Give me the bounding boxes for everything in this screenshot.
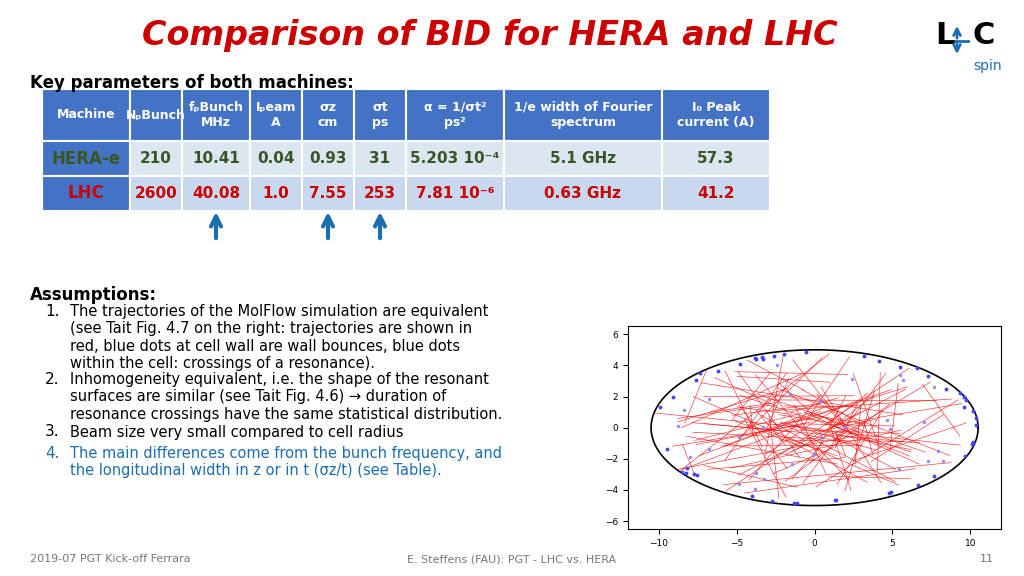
FancyBboxPatch shape	[354, 89, 406, 141]
FancyBboxPatch shape	[406, 176, 504, 211]
FancyBboxPatch shape	[182, 176, 250, 211]
Text: 3.: 3.	[45, 425, 59, 439]
Text: 0.93: 0.93	[309, 151, 347, 166]
Text: Machine: Machine	[56, 108, 116, 122]
Text: The trajectories of the MolFlow simulation are equivalent
(see Tait Fig. 4.7 on : The trajectories of the MolFlow simulati…	[70, 304, 488, 371]
FancyBboxPatch shape	[302, 141, 354, 176]
Text: NₚBunch: NₚBunch	[126, 108, 186, 122]
Text: fₚBunch
MHz: fₚBunch MHz	[188, 101, 244, 129]
FancyBboxPatch shape	[130, 141, 182, 176]
FancyBboxPatch shape	[130, 176, 182, 211]
FancyBboxPatch shape	[130, 89, 182, 141]
Text: α = 1/σt²
ps²: α = 1/σt² ps²	[424, 101, 486, 129]
Text: 4.: 4.	[45, 446, 59, 461]
Text: E. Steffens (FAU): PGT - LHC vs. HERA: E. Steffens (FAU): PGT - LHC vs. HERA	[408, 554, 616, 564]
FancyBboxPatch shape	[354, 141, 406, 176]
FancyBboxPatch shape	[302, 176, 354, 211]
Text: 57.3: 57.3	[697, 151, 735, 166]
Text: Inhomogeneity equivalent, i.e. the shape of the resonant
surfaces are similar (s: Inhomogeneity equivalent, i.e. the shape…	[70, 372, 503, 422]
Text: L: L	[935, 21, 954, 50]
FancyBboxPatch shape	[302, 89, 354, 141]
FancyBboxPatch shape	[406, 141, 504, 176]
Text: 31: 31	[370, 151, 390, 166]
FancyBboxPatch shape	[406, 89, 504, 141]
Text: 2.: 2.	[45, 372, 59, 387]
FancyBboxPatch shape	[250, 176, 302, 211]
Text: 1/e width of Fourier
spectrum: 1/e width of Fourier spectrum	[514, 101, 652, 129]
Text: 11: 11	[980, 554, 994, 564]
FancyBboxPatch shape	[182, 141, 250, 176]
Text: 1.0: 1.0	[262, 186, 290, 201]
Text: spin: spin	[973, 59, 1001, 73]
Text: HERA-e: HERA-e	[51, 150, 121, 168]
Text: 1.: 1.	[45, 304, 59, 319]
Text: 5.1 GHz: 5.1 GHz	[550, 151, 616, 166]
FancyBboxPatch shape	[504, 176, 662, 211]
Text: Comparison of BID for HERA and LHC: Comparison of BID for HERA and LHC	[142, 19, 838, 52]
FancyBboxPatch shape	[662, 89, 770, 141]
FancyBboxPatch shape	[662, 141, 770, 176]
Text: LHC: LHC	[68, 184, 104, 203]
Text: 7.55: 7.55	[309, 186, 347, 201]
FancyBboxPatch shape	[354, 176, 406, 211]
FancyBboxPatch shape	[504, 141, 662, 176]
Text: 210: 210	[140, 151, 172, 166]
Text: Key parameters of both machines:: Key parameters of both machines:	[30, 74, 353, 92]
FancyBboxPatch shape	[42, 141, 130, 176]
Text: Iₚeam
A: Iₚeam A	[256, 101, 296, 129]
Text: 253: 253	[364, 186, 396, 201]
Text: 10.41: 10.41	[193, 151, 240, 166]
FancyBboxPatch shape	[250, 89, 302, 141]
Text: 5.203 10⁻⁴: 5.203 10⁻⁴	[411, 151, 500, 166]
Text: C: C	[973, 21, 995, 50]
FancyBboxPatch shape	[662, 176, 770, 211]
Text: 0.04: 0.04	[257, 151, 295, 166]
Text: 2600: 2600	[134, 186, 177, 201]
FancyBboxPatch shape	[42, 176, 130, 211]
FancyBboxPatch shape	[250, 141, 302, 176]
Text: 40.08: 40.08	[191, 186, 240, 201]
Text: 2019-07 PGT Kick-off Ferrara: 2019-07 PGT Kick-off Ferrara	[30, 554, 190, 564]
FancyBboxPatch shape	[504, 89, 662, 141]
FancyBboxPatch shape	[182, 89, 250, 141]
Text: The main differences come from the bunch frequency, and
the longitudinal width i: The main differences come from the bunch…	[70, 446, 502, 479]
FancyBboxPatch shape	[42, 89, 130, 141]
Text: I₀ Peak
current (A): I₀ Peak current (A)	[677, 101, 755, 129]
Text: Assumptions:: Assumptions:	[30, 286, 157, 304]
Text: σz
cm: σz cm	[317, 101, 338, 129]
Text: Beam size very small compared to cell radius: Beam size very small compared to cell ra…	[70, 425, 403, 439]
Text: σt
ps: σt ps	[372, 101, 388, 129]
Text: 0.63 GHz: 0.63 GHz	[545, 186, 622, 201]
Text: 41.2: 41.2	[697, 186, 735, 201]
Text: 7.81 10⁻⁶: 7.81 10⁻⁶	[416, 186, 495, 201]
